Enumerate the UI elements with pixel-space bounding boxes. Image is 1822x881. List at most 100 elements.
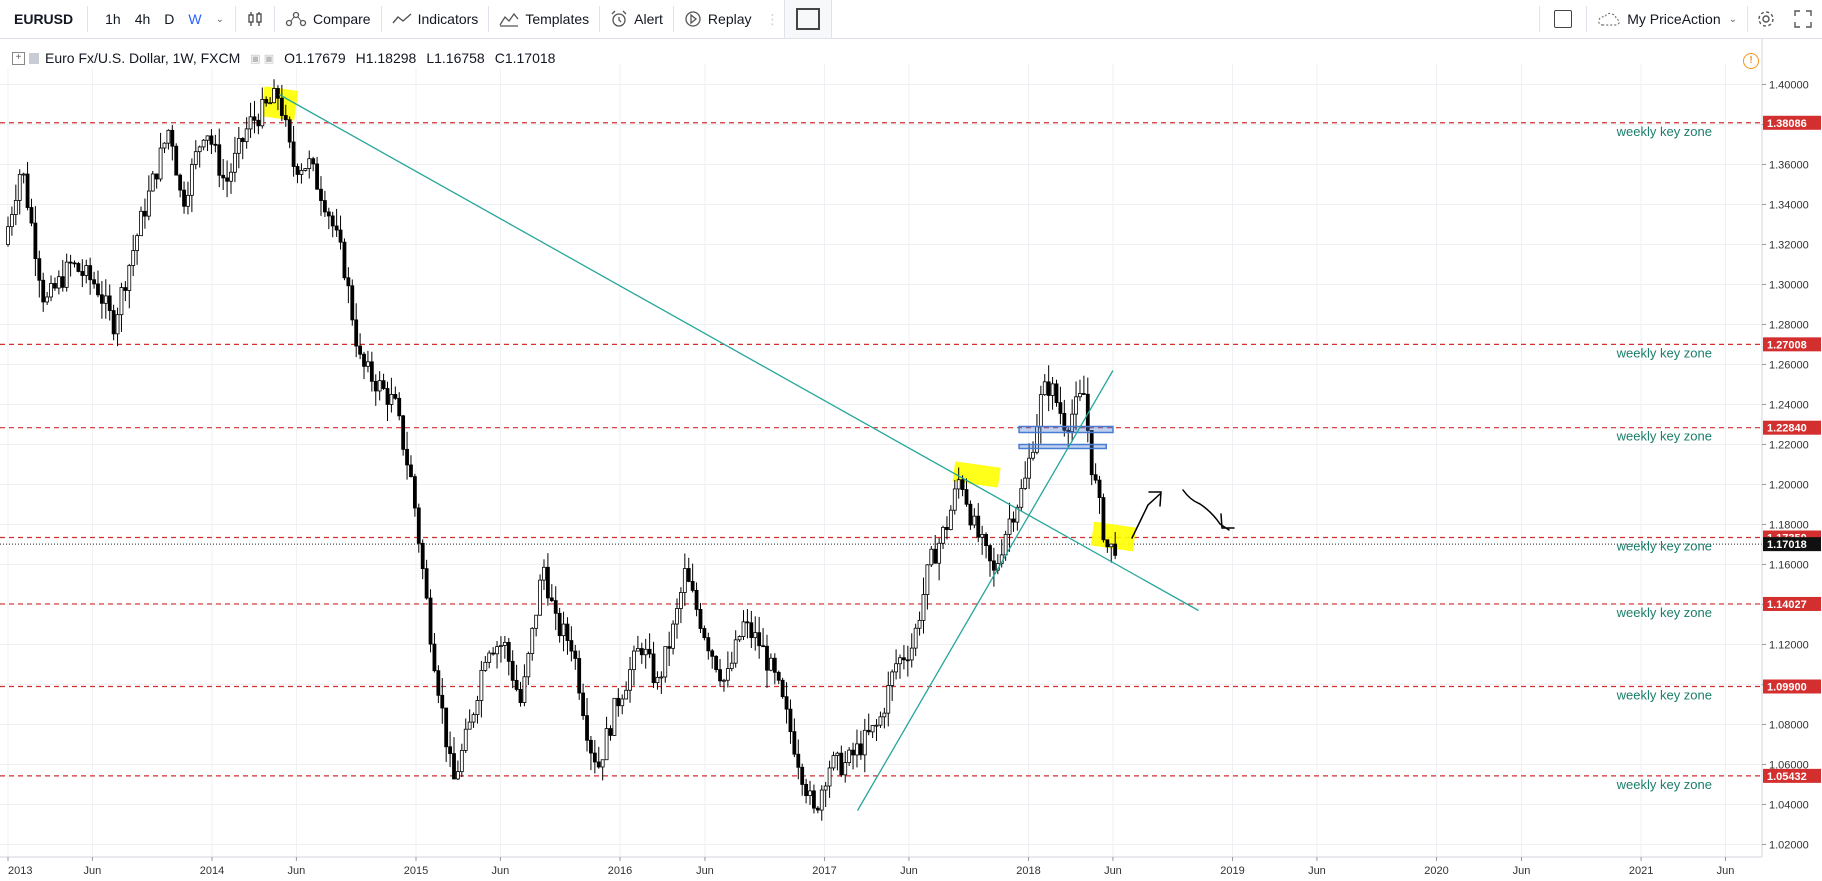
candle — [88, 257, 93, 295]
candle — [620, 694, 625, 715]
candle — [41, 272, 46, 312]
candle-body — [855, 743, 859, 756]
price-axis[interactable]: 1.400001.380001.360001.340001.320001.300… — [1761, 39, 1822, 881]
expand-icon[interactable]: + — [12, 51, 25, 65]
candle-body — [84, 265, 89, 276]
candle-body — [718, 669, 722, 682]
symbol-search[interactable]: EURUSD — [14, 11, 74, 27]
key-level-price-bg — [1763, 115, 1821, 130]
candle-body — [107, 295, 112, 311]
candle — [354, 303, 359, 358]
candle-body — [522, 676, 527, 703]
time-tick-label: Jun — [1308, 865, 1326, 877]
candle-body — [401, 415, 406, 450]
candle — [146, 175, 151, 221]
candle-body — [772, 657, 777, 673]
settings-button[interactable] — [1748, 0, 1784, 38]
candle-body — [960, 479, 965, 490]
candle-body — [420, 542, 425, 570]
symbol-title[interactable]: Euro Fx/U.S. Dollar, 1W, FXCM — [45, 50, 241, 66]
candle-body — [538, 579, 542, 616]
layout-menu[interactable]: My PriceAction ⌄ — [1587, 0, 1747, 38]
candle-body — [307, 158, 312, 169]
candle — [366, 350, 370, 373]
candle-body — [322, 200, 327, 213]
price-tick-label: 1.08000 — [1769, 720, 1809, 732]
candle-body — [1011, 518, 1016, 523]
candle — [596, 746, 601, 769]
alert-button[interactable]: Alert — [600, 0, 673, 38]
candle-body — [788, 708, 793, 733]
candle-body — [862, 729, 867, 756]
candle-body — [1070, 413, 1075, 432]
flag-icon[interactable] — [29, 52, 39, 64]
candle — [13, 184, 18, 226]
highlight-zone — [260, 86, 299, 121]
visibility-icon[interactable]: ▣ ▣ — [250, 52, 275, 65]
candle — [569, 626, 574, 662]
compare-button[interactable]: Compare — [275, 0, 381, 38]
indicators-icon — [392, 13, 412, 24]
candle — [397, 392, 402, 421]
chart-style-button[interactable] — [236, 0, 274, 38]
candle-body — [29, 207, 34, 224]
candle-body — [815, 807, 820, 811]
candle-body — [980, 533, 985, 538]
candle-body — [377, 380, 382, 392]
chevron-down-icon[interactable]: ⌄ — [215, 13, 225, 25]
candle — [154, 173, 159, 189]
candle-body — [483, 661, 488, 671]
time-axis[interactable]: 2013 Jun 2014 Jun 2015 Jun 2016 Jun 2017 Jun 2018 J… — [0, 856, 1822, 881]
candle — [639, 642, 644, 664]
candle-body — [502, 641, 507, 646]
candle-body — [182, 189, 186, 207]
timeframe-1h[interactable]: 1h — [105, 11, 121, 27]
candle — [690, 563, 695, 593]
candle-body — [381, 380, 386, 389]
candle — [948, 505, 953, 531]
fullscreen-button[interactable] — [1784, 0, 1822, 38]
layout-toggle[interactable] — [1540, 0, 1586, 38]
candle — [686, 557, 691, 583]
candle-body — [725, 668, 730, 681]
candle-body — [279, 97, 284, 116]
warning-icon[interactable]: ! — [1743, 53, 1759, 69]
candle — [553, 586, 558, 631]
indicators-button[interactable]: Indicators — [382, 0, 489, 38]
candle-body — [256, 119, 261, 127]
rectangle-tool-button[interactable] — [783, 0, 832, 38]
timeframe-4h[interactable]: 4h — [134, 11, 151, 27]
gear-icon — [1758, 11, 1774, 27]
candles — [6, 79, 1118, 821]
price-tick-label: 1.06000 — [1769, 760, 1809, 772]
key-level-price: 1.14027 — [1767, 599, 1807, 611]
candle — [722, 678, 726, 692]
candle — [765, 634, 769, 688]
candle — [788, 699, 793, 744]
candle-body — [92, 279, 96, 285]
replay-button[interactable]: Replay — [674, 0, 762, 38]
candle — [663, 646, 668, 683]
candle-body — [733, 639, 738, 664]
candle-body — [612, 697, 617, 736]
drag-handle[interactable]: ⋮ — [765, 10, 780, 27]
timeframe-d[interactable]: D — [164, 11, 175, 27]
candle-body — [205, 135, 210, 141]
candle-body — [1015, 506, 1020, 523]
candle-body — [902, 657, 906, 661]
candle-body — [679, 592, 683, 609]
candle-body — [1093, 474, 1098, 481]
candle-body — [201, 139, 206, 148]
key-level-price: 1.09900 — [1767, 682, 1807, 694]
candle — [6, 216, 10, 247]
templates-button[interactable]: Templates — [489, 0, 599, 38]
trendline — [856, 370, 1114, 811]
price-chart[interactable]: 1.400001.380001.360001.340001.320001.300… — [0, 39, 1822, 881]
candle — [166, 129, 171, 150]
candle-body — [1038, 394, 1043, 427]
candle-body — [878, 716, 883, 726]
candle — [201, 138, 206, 151]
candle-body — [88, 265, 93, 281]
timeframe-w[interactable]: W — [188, 11, 202, 27]
candle — [334, 208, 339, 237]
